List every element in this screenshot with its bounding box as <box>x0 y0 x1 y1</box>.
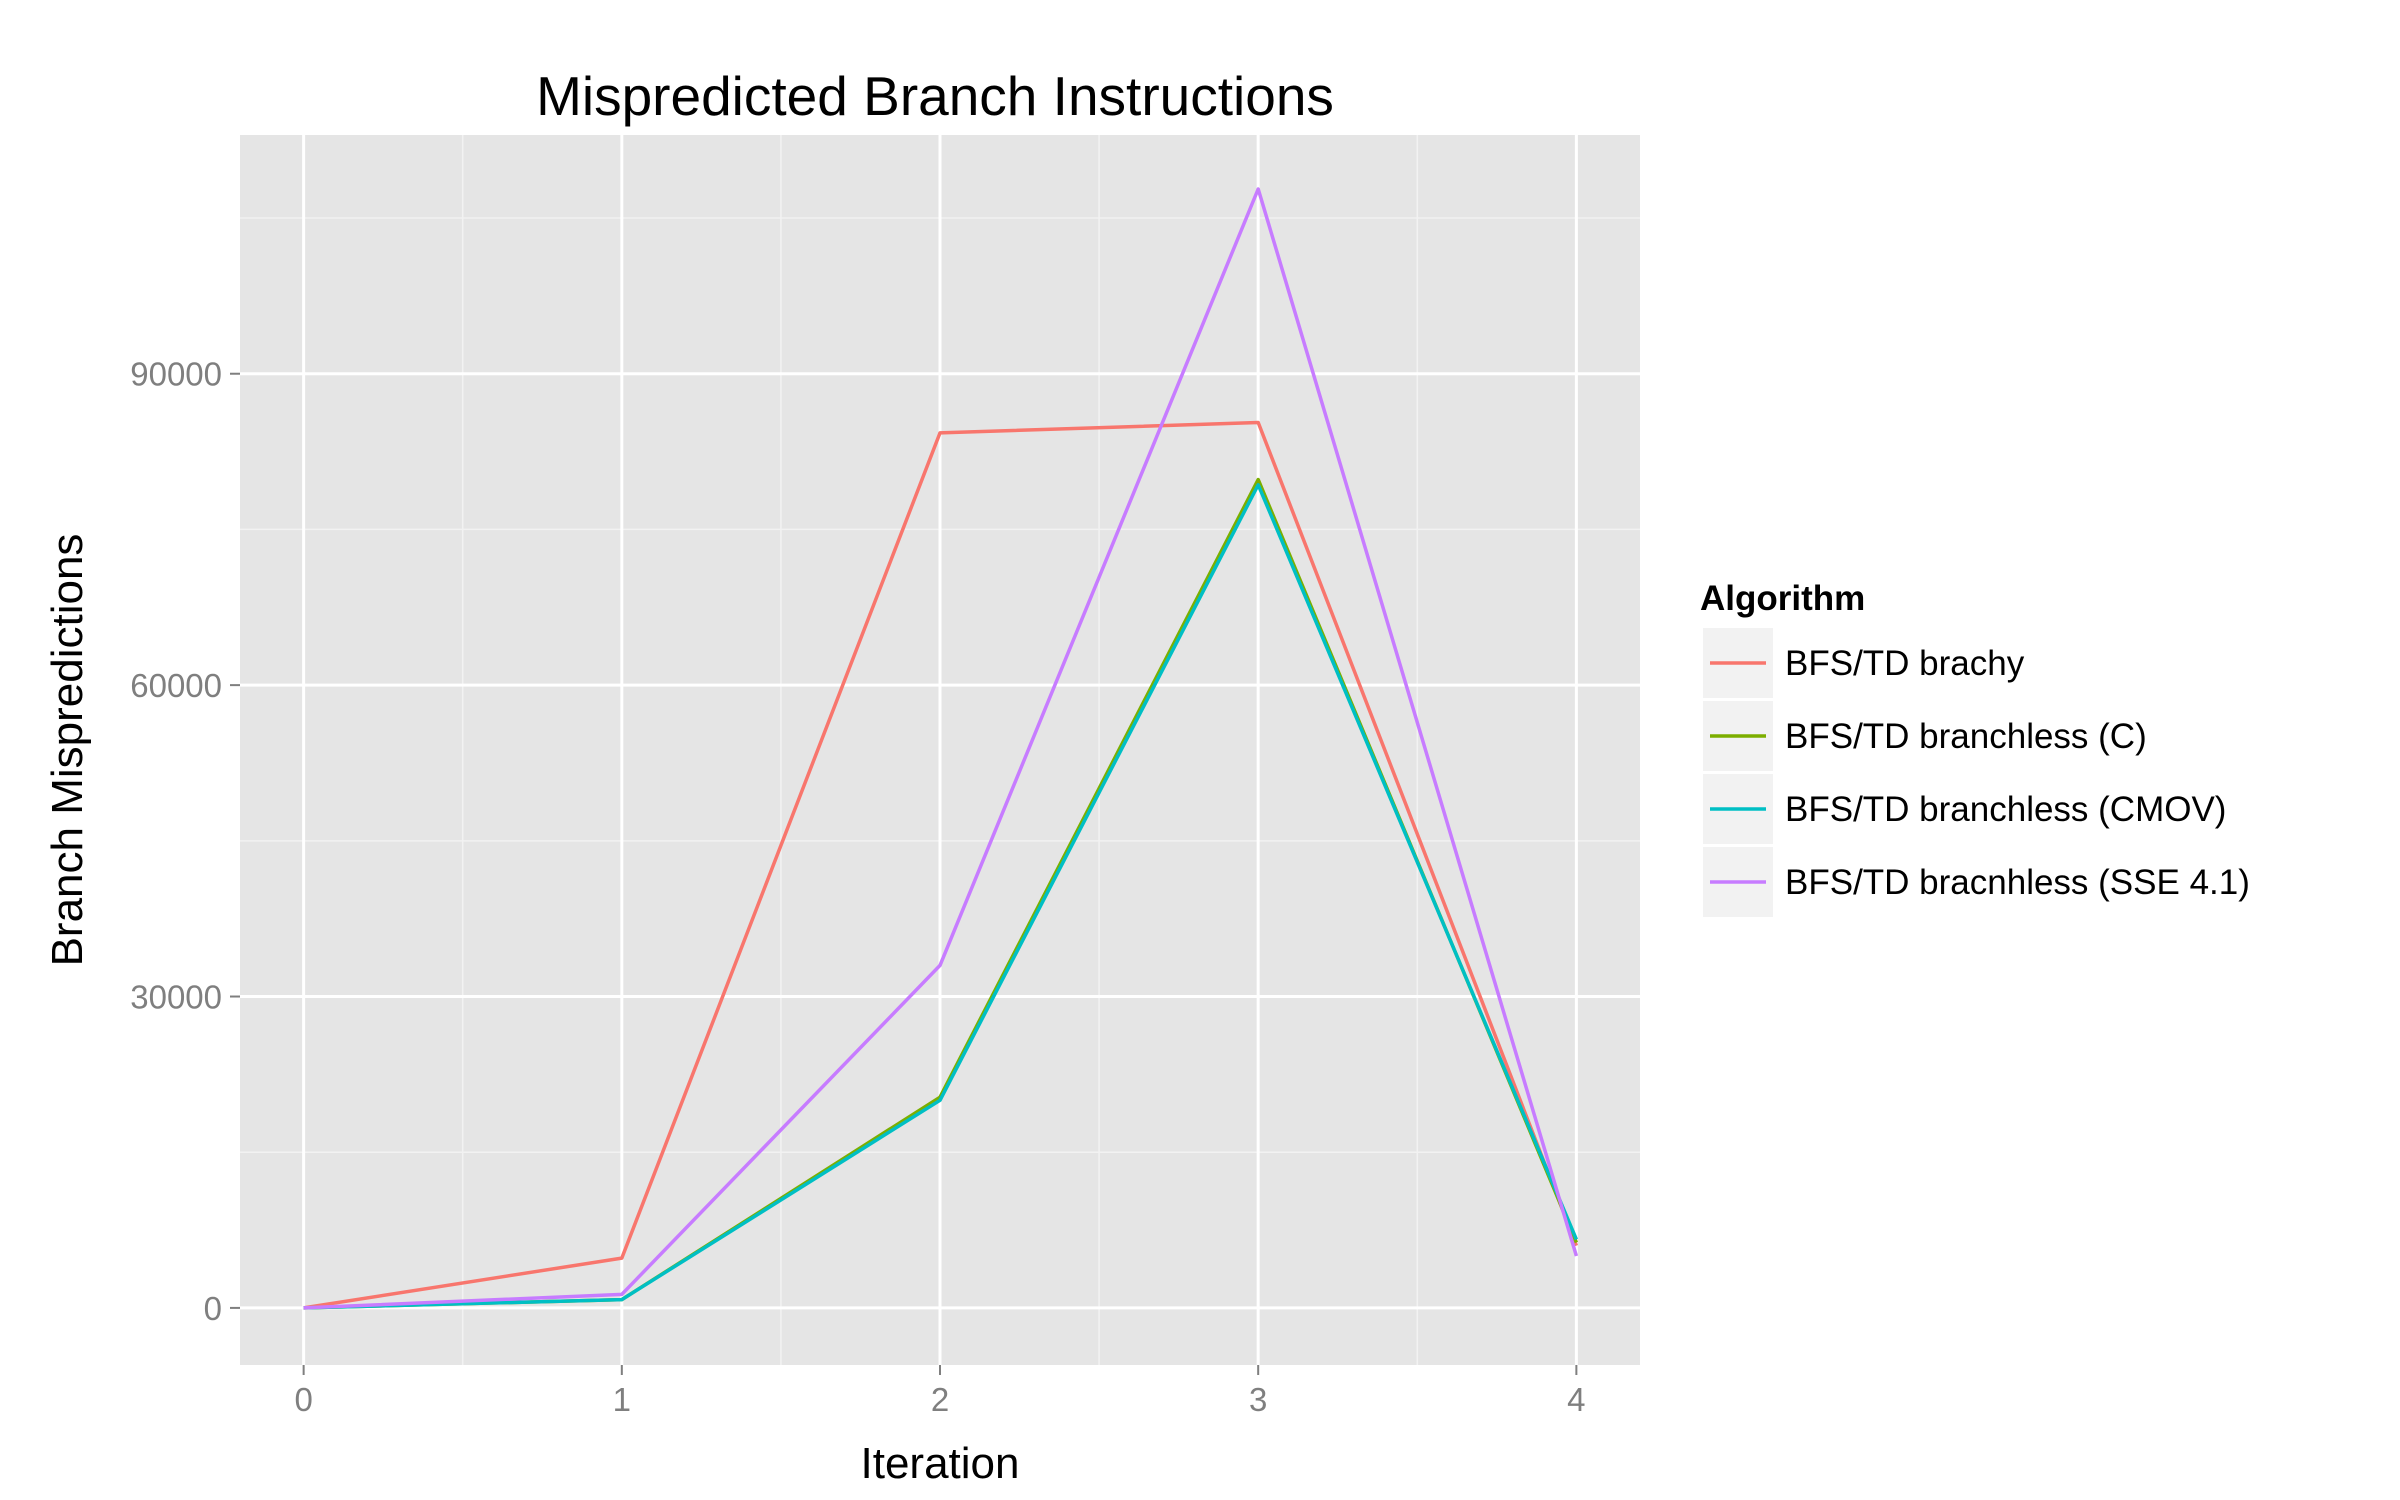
series-line-1 <box>303 420 1579 1310</box>
y-tick-label: 0 <box>204 1290 222 1327</box>
series-line-3 <box>303 483 1579 1310</box>
legend-title: Algorithm <box>1700 579 1865 618</box>
chart-title: Mispredicted Branch Instructions <box>536 65 1334 127</box>
series-line-4 <box>303 187 1579 1310</box>
x-tick-label: 1 <box>613 1381 631 1418</box>
x-tick-label: 3 <box>1249 1381 1267 1418</box>
legend-label: BFS/TD brachy <box>1785 644 2025 683</box>
series-lines <box>303 187 1579 1310</box>
y-axis-title: Branch Mispredictions <box>43 534 92 967</box>
x-axis-title: Iteration <box>861 1439 1020 1488</box>
legend-label: BFS/TD branchless (C) <box>1785 717 2147 756</box>
x-tick-label: 4 <box>1567 1381 1585 1418</box>
y-tick-label: 30000 <box>130 979 222 1016</box>
y-tick-label: 90000 <box>130 356 222 393</box>
x-tick-label: 0 <box>294 1381 312 1418</box>
x-tick-label: 2 <box>931 1381 949 1418</box>
legend-label: BFS/TD branchless (CMOV) <box>1785 790 2226 829</box>
axis-ticks: 0 1 2 3 4 0 30000 60000 90000 <box>130 356 1585 1418</box>
y-tick-label: 60000 <box>130 667 222 704</box>
grid-lines <box>240 135 1640 1365</box>
legend: Algorithm BFS/TD brachy BFS/TD branchless… <box>1700 579 2250 917</box>
legend-label: BFS/TD bracnhless (SSE 4.1) <box>1785 863 2250 902</box>
